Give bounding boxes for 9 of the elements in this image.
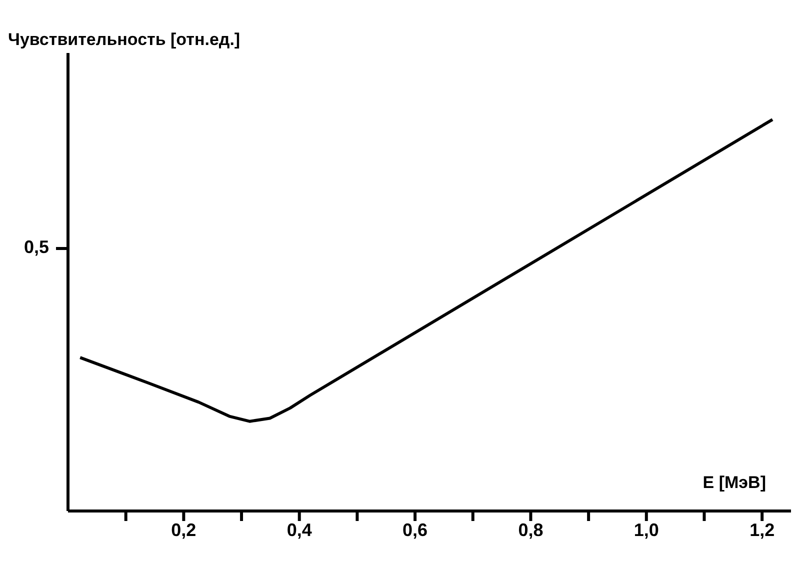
text: 0,5 (24, 237, 50, 258)
x-tick-label: 0,8 (518, 520, 544, 540)
y-axis-title: Чувствительность [отн.ед.] (8, 30, 240, 50)
x-tick-label: 0,2 (171, 520, 196, 540)
x-axis-title: E [МэВ] (702, 473, 766, 493)
x-tick-label: 0,4 (286, 520, 312, 540)
x-tick-label: 1,0 (634, 520, 659, 540)
x-tick-label: 0,6 (402, 520, 428, 540)
x-tick-label: 1,2 (750, 520, 775, 540)
